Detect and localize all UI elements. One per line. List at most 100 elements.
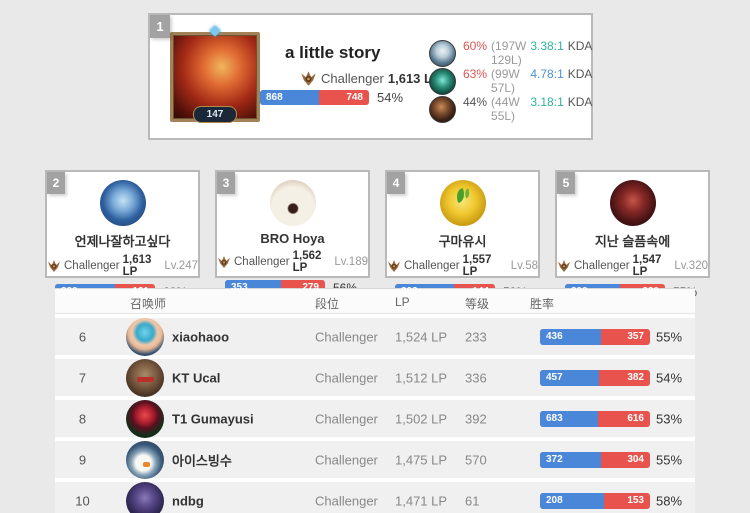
row-lp: 1,475 LP: [395, 452, 448, 467]
champion-kda-value: 4.78:1: [530, 67, 564, 81]
tier-row: Challenger 1,562 LP Lv.189: [217, 250, 368, 274]
wins-segment: [540, 369, 600, 386]
player-avatar[interactable]: [439, 180, 486, 226]
wins-count: 436: [546, 331, 563, 342]
losses-count: 304: [627, 454, 644, 465]
champion-record: (197W 129L): [491, 39, 527, 67]
wins-segment: [540, 492, 604, 509]
row-level: 233: [465, 329, 487, 344]
table-row[interactable]: 7 KT Ucal Challenger 1,512 LP 336 457 38…: [55, 358, 695, 397]
winrate-label: 53%: [656, 411, 683, 426]
rank1-player-card[interactable]: 1 147 a little story Challenger 1,613 LP…: [148, 13, 593, 140]
player-avatar[interactable]: [126, 399, 164, 438]
rank5-player-card[interactable]: 5 지난 슬픔속에 Challenger 1,547 LP Lv.320 399…: [555, 170, 710, 299]
player-name[interactable]: 지난 슬픔속에: [594, 234, 671, 249]
champion-stats-list: 60% (197W 129L) 3.38:1 KDA 63% (99W 57L)…: [429, 39, 592, 123]
winloss-bar: 683 616: [540, 410, 650, 427]
kda-label: KDA: [567, 39, 593, 53]
row-rank: 6: [78, 329, 87, 344]
row-lp: 1,524 LP: [395, 329, 448, 344]
player-avatar[interactable]: [609, 180, 656, 226]
wins-segment: [540, 451, 601, 468]
tier-row: Challenger 1,547 LP Lv.320: [557, 254, 708, 278]
wins-segment: [540, 328, 601, 345]
winrate-label: 54%: [377, 90, 404, 105]
losses-count: 279: [302, 282, 319, 293]
summoner-level-badge: 147: [193, 106, 237, 123]
rank-badge: 4: [387, 172, 405, 194]
champion-icon: [429, 67, 456, 95]
champion-kda-value: 3.38:1: [530, 39, 564, 53]
level-label: Lv.189: [334, 256, 368, 268]
kda-label: KDA: [567, 67, 593, 81]
player-name[interactable]: 아이스빙수: [172, 453, 232, 468]
rank1-avatar[interactable]: 147: [170, 32, 260, 123]
champion-icon: [429, 39, 456, 67]
champion-winrate: 63%: [463, 67, 488, 81]
player-name[interactable]: T1 Gumayusi: [172, 411, 254, 426]
player-avatar[interactable]: [126, 440, 164, 479]
losses-count: 153: [627, 495, 644, 506]
lp-value: 1,547 LP: [632, 254, 662, 278]
player-name[interactable]: KT Ucal: [172, 370, 221, 385]
champion-icon: [429, 95, 456, 123]
row-level: 570: [465, 452, 487, 467]
rank1-winloss: 868 748 54%: [260, 90, 450, 105]
champion-stat-row[interactable]: 60% (197W 129L) 3.38:1 KDA: [429, 39, 592, 67]
player-avatar[interactable]: [126, 481, 164, 513]
row-lp: 1,502 LP: [395, 411, 448, 426]
rank2-player-card[interactable]: 2 언제나잘하고싶다 Challenger 1,613 LP Lv.247 23…: [45, 170, 200, 299]
losses-count: 320: [642, 286, 659, 297]
header-winrate: 胜率: [530, 297, 555, 311]
lp-value: 1,613 LP: [387, 71, 441, 86]
player-name[interactable]: BRO Hoya: [260, 231, 325, 246]
lp-value: 1,562 LP: [292, 250, 322, 274]
rank3-player-card[interactable]: 3 BRO Hoya Challenger 1,562 LP Lv.189 35…: [215, 170, 370, 295]
header-lp: LP: [395, 295, 410, 309]
champion-kda-value: 3.18:1: [530, 95, 564, 109]
rank-badge: 2: [47, 172, 65, 194]
champion-stat-row[interactable]: 63% (99W 57L) 4.78:1 KDA: [429, 67, 592, 95]
losses-count: 144: [472, 286, 489, 297]
row-tier: Challenger: [315, 370, 378, 385]
rank4-player-card[interactable]: 4 구마유시 Challenger 1,557 LP Lv.58 203 144…: [385, 170, 540, 299]
table-row[interactable]: 9 아이스빙수 Challenger 1,475 LP 570 372 304 …: [55, 440, 695, 479]
player-avatar[interactable]: [126, 317, 164, 356]
player-name[interactable]: ndbg: [172, 493, 204, 508]
rank1-player-name[interactable]: a little story: [285, 43, 381, 62]
challenger-crest-icon: [387, 259, 401, 273]
player-avatar[interactable]: [269, 180, 316, 226]
table-row[interactable]: 8 T1 Gumayusi Challenger 1,502 LP 392 68…: [55, 399, 695, 438]
player-name[interactable]: 언제나잘하고싶다: [74, 234, 171, 249]
wins-count: 353: [231, 282, 248, 293]
tier-row: Challenger 1,613 LP Lv.247: [47, 254, 198, 278]
rank1-tier-row: Challenger 1,613 LP: [300, 70, 441, 87]
challenger-crest-icon: [217, 255, 231, 269]
winloss-bar: 457 382: [540, 369, 650, 386]
row-lp: 1,512 LP: [395, 370, 448, 385]
champion-stat-row[interactable]: 44% (44W 55L) 3.18:1 KDA: [429, 95, 592, 123]
player-avatar[interactable]: [126, 358, 164, 397]
champion-record: (44W 55L): [491, 95, 520, 123]
winloss-bar: 208 153: [540, 492, 650, 509]
row-tier: Challenger: [315, 493, 378, 508]
player-name[interactable]: 구마유시: [438, 234, 487, 249]
header-tier: 段位: [315, 297, 340, 311]
losses-count: 616: [627, 413, 644, 424]
row-rank: 8: [78, 411, 87, 426]
table-row[interactable]: 10 ndbg Challenger 1,471 LP 61 208 153 5…: [55, 481, 695, 513]
player-name[interactable]: xiaohaoo: [172, 329, 230, 344]
winloss-bar: 436 357: [540, 328, 650, 345]
tier-label: Challenger: [574, 260, 630, 272]
row-level: 61: [465, 493, 480, 508]
wins-segment: [540, 410, 599, 427]
level-label: Lv.58: [510, 260, 538, 272]
wins-count: 203: [401, 286, 418, 297]
table-row[interactable]: 6 xiaohaoo Challenger 1,524 LP 233 436 3…: [55, 317, 695, 356]
lp-value: 1,613 LP: [122, 254, 152, 278]
losses-count: 748: [346, 92, 363, 103]
player-avatar[interactable]: [99, 180, 146, 226]
winrate-label: 58%: [656, 493, 683, 508]
lp-value: 1,557 LP: [462, 254, 492, 278]
